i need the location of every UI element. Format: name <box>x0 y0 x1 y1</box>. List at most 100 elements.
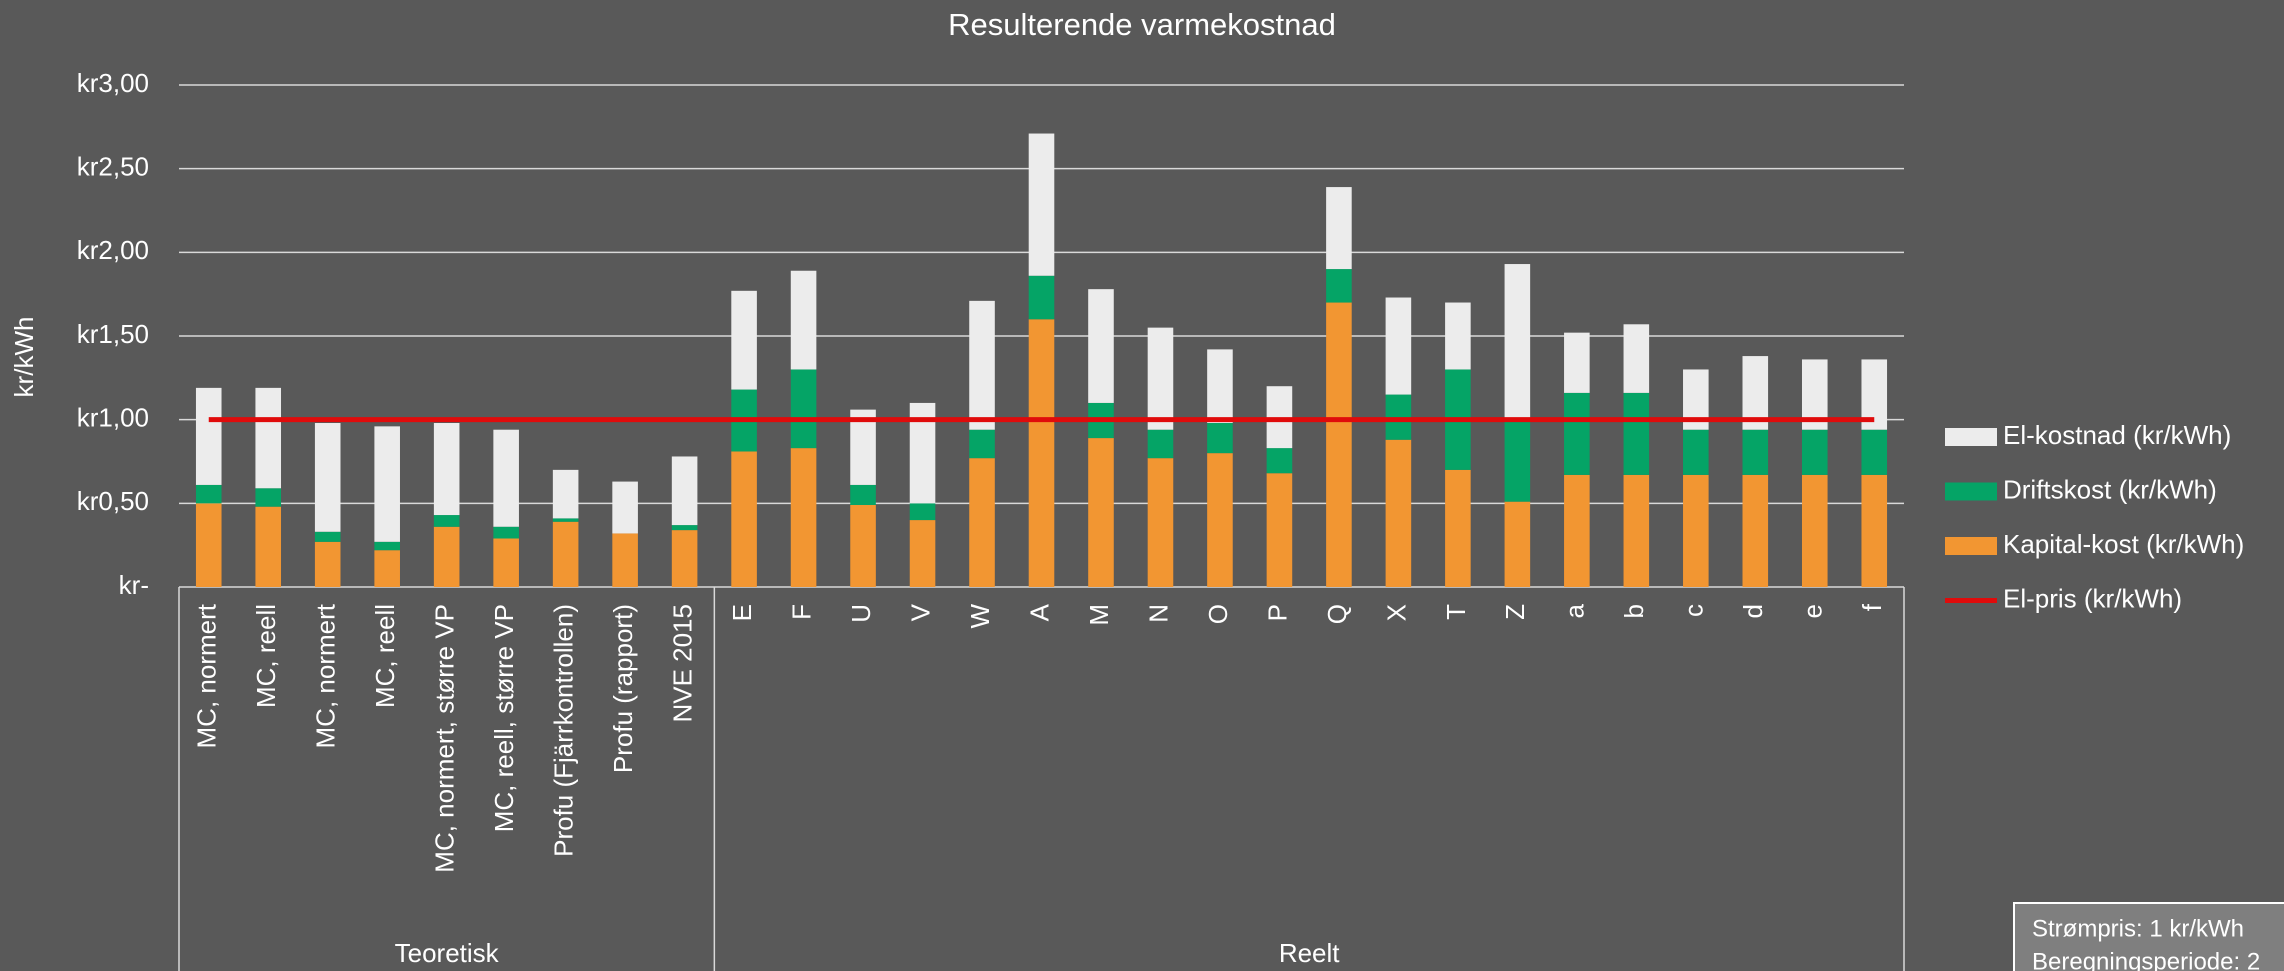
bar-segment <box>1385 394 1412 440</box>
bar-segment <box>1028 275 1055 320</box>
legend-swatch <box>1945 482 1997 501</box>
bar-segment <box>255 488 282 507</box>
bar-segment <box>433 423 460 516</box>
bar-segment <box>790 270 817 370</box>
bar-segment <box>433 515 460 527</box>
bar-segment <box>1326 302 1352 587</box>
x-tick-label: E <box>727 604 757 621</box>
bar-segment <box>1326 269 1352 303</box>
bar-segment <box>493 429 519 527</box>
bar-segment <box>1564 332 1590 393</box>
bar-segment <box>969 300 995 430</box>
y-tick-label: kr2,00 <box>77 235 149 265</box>
bar-segment <box>1326 187 1352 270</box>
bar-segment <box>195 503 222 587</box>
bar-segment <box>1445 302 1471 370</box>
x-tick-label: A <box>1024 603 1054 621</box>
bar-segment <box>1742 429 1769 475</box>
note-box <box>2013 902 2284 971</box>
bar-segment <box>255 506 282 587</box>
bar-segment <box>1147 458 1174 587</box>
bar-segment <box>909 503 936 521</box>
y-axis-label: kr/kWh <box>9 317 39 398</box>
bar-segment <box>671 525 698 531</box>
bar-segment <box>1207 453 1233 587</box>
bar-segment <box>374 550 400 587</box>
bar-segment <box>671 530 698 587</box>
bar-segment <box>1266 448 1293 474</box>
x-tick-label: Z <box>1500 604 1530 620</box>
x-tick-label: MC, reell <box>370 604 400 708</box>
bar-segment <box>493 538 519 587</box>
x-tick-label: O <box>1203 604 1233 624</box>
y-tick-label: kr2,50 <box>77 152 149 182</box>
x-tick-label: V <box>905 603 935 621</box>
x-tick-label: P <box>1262 604 1292 621</box>
bar-segment <box>1742 474 1769 587</box>
bar-segment <box>1385 439 1412 587</box>
bar-segment <box>255 387 282 489</box>
x-tick-label: f <box>1857 603 1887 611</box>
legend-label: Kapital-kost (kr/kWh) <box>2003 529 2244 559</box>
bar-segment <box>1564 474 1590 587</box>
group-label: Teoretisk <box>395 938 500 968</box>
bar-segment <box>493 526 519 539</box>
x-tick-label: N <box>1143 604 1173 623</box>
bar-segment <box>909 520 936 587</box>
bar-segment <box>1623 392 1650 475</box>
x-tick-label: MC, reell, større VP <box>489 604 519 832</box>
legend-label: El-kostnad (kr/kWh) <box>2003 420 2231 450</box>
bar-segment <box>1623 324 1650 393</box>
bar-segment <box>1504 501 1531 587</box>
bar-segment <box>552 518 579 522</box>
y-tick-label: kr3,00 <box>77 68 149 98</box>
bar-segment <box>314 541 341 587</box>
bar-segment <box>1207 423 1233 454</box>
x-tick-label: Profu (rapport) <box>608 604 638 773</box>
bar-segment <box>1147 429 1174 459</box>
bar-segment <box>1861 429 1888 475</box>
bar-segment <box>1266 386 1293 449</box>
x-tick-label: d <box>1738 604 1768 618</box>
x-tick-label: b <box>1619 604 1649 618</box>
bar-segment <box>1801 474 1828 587</box>
bar-segment <box>671 456 698 526</box>
bar-segment <box>1801 429 1828 475</box>
x-tick-label: NVE 2015 <box>667 604 697 723</box>
bar-segment <box>612 533 638 587</box>
legend-label: Driftskost (kr/kWh) <box>2003 474 2217 504</box>
legend-swatch <box>1945 428 1997 446</box>
y-tick-label: kr1,00 <box>77 403 149 433</box>
bar-segment <box>1623 474 1650 587</box>
bar-segment <box>1504 421 1531 502</box>
x-tick-label: Profu (Fjärrkontrollen) <box>549 604 579 857</box>
bar-segment <box>374 541 400 551</box>
bar-segment <box>790 369 817 449</box>
bar-segment <box>1028 133 1055 276</box>
x-tick-label: MC, reell <box>251 604 281 708</box>
bar-segment <box>195 484 222 504</box>
legend-swatch <box>1945 537 1997 555</box>
y-tick-label: kr1,50 <box>77 319 149 349</box>
chart-title: Resulterende varmekostnad <box>948 7 1336 42</box>
bar-segment <box>1564 392 1590 475</box>
bar-segment <box>1088 289 1114 403</box>
bar-segment <box>1445 469 1471 587</box>
x-tick-label: W <box>965 604 995 629</box>
x-tick-label: e <box>1798 604 1828 618</box>
x-tick-label: Q <box>1322 604 1352 624</box>
bar-segment <box>1266 473 1293 587</box>
bar-segment <box>850 409 876 485</box>
x-tick-label: X <box>1381 604 1411 621</box>
bar-segment <box>731 451 757 587</box>
bar-segment <box>1088 438 1114 587</box>
bar-segment <box>969 429 995 459</box>
legend-label: El-pris (kr/kWh) <box>2003 583 2182 613</box>
x-tick-label: MC, normert <box>192 603 222 748</box>
x-tick-label: MC, normert, større VP <box>430 604 460 873</box>
bar-segment <box>1028 319 1055 587</box>
bar-segment <box>969 458 995 587</box>
bar-segment <box>1683 474 1709 587</box>
